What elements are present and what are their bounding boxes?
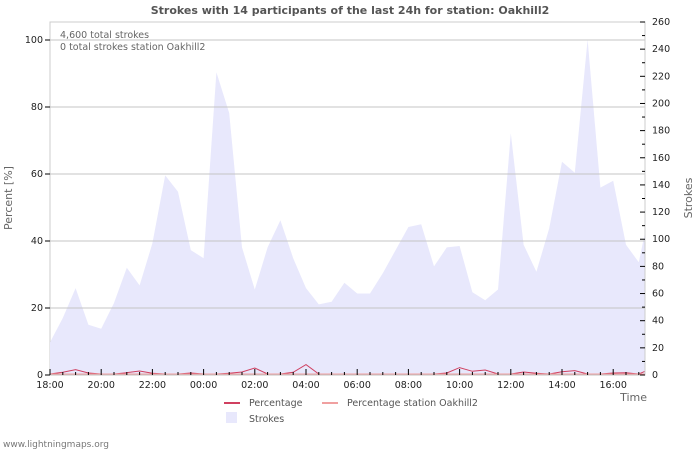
legend-item-percentage-station: Percentage station Oakhill2 (322, 398, 478, 409)
y-right-tick-label: 140 (652, 180, 670, 191)
x-tick-label: 04:00 (292, 380, 319, 391)
x-axis-label: Time (619, 391, 647, 404)
y-right-tick-label: 240 (652, 44, 670, 55)
legend-label-percentage-station: Percentage station Oakhill2 (347, 398, 478, 409)
station-strokes-annotation: 0 total strokes station Oakhill2 (60, 42, 205, 53)
y-left-tick-label: 80 (31, 102, 43, 113)
y-axis-left: 0 20 40 60 80 100 (25, 35, 50, 381)
y-right-tick-label: 60 (652, 289, 664, 300)
y-axis-left-label: Percent [%] (2, 166, 15, 230)
strokes-area-path (50, 39, 645, 375)
y-right-tick-label: 20 (652, 343, 664, 354)
y-right-tick-label: 220 (652, 71, 670, 82)
x-tick-label: 08:00 (395, 380, 422, 391)
y-right-tick-label: 100 (652, 234, 670, 245)
legend-label-strokes: Strokes (249, 414, 284, 425)
legend-label-percentage: Percentage (249, 398, 303, 409)
y-right-tick-label: 160 (652, 153, 670, 164)
x-tick-label: 12:00 (497, 380, 524, 391)
grid-lines (50, 39, 645, 376)
x-tick-label: 18:00 (36, 380, 63, 391)
y-left-tick-label: 100 (25, 35, 43, 46)
chart-title: Strokes with 14 participants of the last… (151, 4, 550, 17)
y-right-tick-label: 120 (652, 207, 670, 218)
y-right-tick-label: 180 (652, 126, 670, 137)
strokes-area (50, 39, 645, 375)
y-axis-right: 0 20 40 60 80 100 120 140 160 180 200 220 240 260 (640, 17, 670, 381)
legend-item-strokes: Strokes (226, 412, 284, 425)
y-left-tick-label: 60 (31, 169, 43, 180)
y-left-tick-label: 40 (31, 236, 43, 247)
x-tick-label: 16:00 (600, 380, 627, 391)
y-left-tick-label: 0 (37, 370, 43, 381)
y-right-tick-label: 200 (652, 98, 670, 109)
x-axis: 18:00 20:00 22:00 00:00 02:00 04:00 06:00 08:00… (36, 369, 640, 391)
x-tick-label: 20:00 (88, 380, 115, 391)
total-strokes-annotation: 4,600 total strokes (60, 30, 149, 41)
footer-credit: www.lightningmaps.org (3, 440, 109, 450)
y-axis-right-label: Strokes (682, 177, 695, 218)
y-right-tick-label: 80 (652, 261, 664, 272)
y-right-tick-label: 0 (652, 370, 658, 381)
legend-item-percentage: Percentage (224, 398, 303, 409)
x-tick-label: 22:00 (139, 380, 166, 391)
x-tick-label: 14:00 (548, 380, 575, 391)
x-tick-label: 10:00 (446, 380, 473, 391)
legend-swatch-strokes (226, 412, 237, 423)
percentage-line (49, 363, 646, 375)
y-left-tick-label: 20 (31, 303, 43, 314)
x-tick-label: 06:00 (344, 380, 371, 391)
legend: Percentage Percentage station Oakhill2 S… (224, 398, 478, 425)
y-right-tick-label: 260 (652, 17, 670, 28)
x-tick-label: 02:00 (241, 380, 268, 391)
x-tick-label: 00:00 (190, 380, 217, 391)
y-right-tick-label: 40 (652, 316, 664, 327)
